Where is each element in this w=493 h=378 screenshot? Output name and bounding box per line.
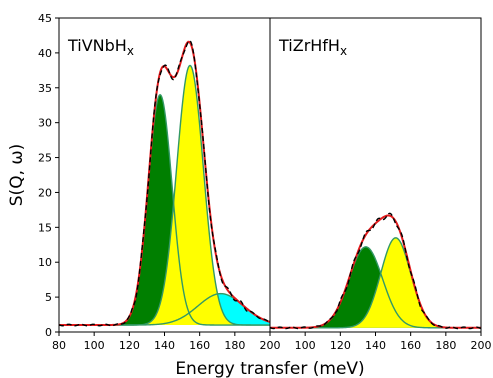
x-tick-label: 120 — [330, 339, 351, 352]
component-fill-2 — [59, 94, 270, 326]
y-tick-label: 30 — [38, 117, 52, 130]
x-tick-label: 160 — [400, 339, 421, 352]
panel-label-subscript: x — [340, 44, 347, 58]
y-tick-label: 40 — [38, 47, 52, 60]
x-tick-label: 140 — [154, 339, 175, 352]
y-axis-title: S(Q, ω) — [7, 144, 27, 206]
x-axis-title: Energy transfer (meV) — [175, 359, 364, 378]
y-tick-label: 25 — [38, 152, 52, 165]
x-tick-label: 200 — [471, 339, 492, 352]
y-tick-label: 20 — [38, 186, 52, 199]
panel-label-subscript: x — [127, 44, 134, 58]
measured-curve — [270, 212, 481, 330]
panel-label: TiZrHfHx — [278, 36, 347, 58]
x-tick-label: 180 — [435, 339, 456, 352]
x-tick-label: 160 — [189, 339, 210, 352]
y-tick-label: 0 — [45, 326, 52, 339]
x-tick-label: 80 — [52, 339, 66, 352]
y-tick-label: 5 — [45, 291, 52, 304]
panel-1: 80 100 120 140 160 180 200 0 5 10 15 20 25 30 35 40 45 Ti… — [38, 12, 281, 352]
x-tick-label: 120 — [119, 339, 140, 352]
panel-label: TiVNbHx — [67, 36, 134, 58]
panel-label-main: TiZrHfH — [278, 36, 340, 55]
y-tick-label: 45 — [38, 12, 52, 25]
y-tick-label: 35 — [38, 82, 52, 95]
y-tick-label: 10 — [38, 256, 52, 269]
panel-2: 100 120 140 160 180 200 TiZrHfHx — [269, 17, 492, 352]
panel-plot-area — [59, 40, 270, 327]
panel-plot-area — [270, 212, 481, 330]
x-tick-label: 180 — [224, 339, 245, 352]
component-fill-2 — [270, 237, 481, 328]
x-tick-label: 100 — [84, 339, 105, 352]
y-tick-label: 15 — [38, 221, 52, 234]
plot-layer: 80 100 120 140 160 180 200 0 5 10 15 20 25 30 35 40 45 Ti… — [38, 12, 492, 352]
x-tick-label: 200 — [260, 339, 281, 352]
measured-curve — [59, 40, 270, 327]
x-tick-label: 100 — [295, 339, 316, 352]
panel-label-main: TiVNbH — [67, 36, 127, 55]
x-tick-label: 140 — [365, 339, 386, 352]
component-fill-1 — [270, 246, 481, 328]
